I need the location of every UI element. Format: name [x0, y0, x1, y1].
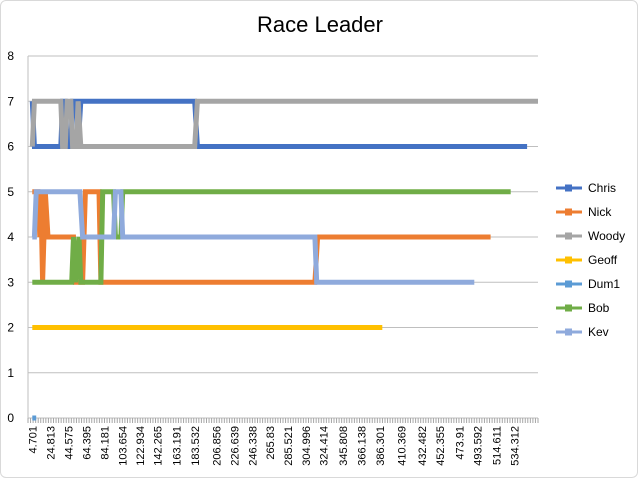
- x-tick-label: 534.312: [510, 426, 522, 466]
- legend-marker-dum1: [565, 280, 572, 288]
- x-tick-label: 304.996: [301, 426, 313, 466]
- y-axis-ticks: 0 1 2 3 4 5 6 7 8: [7, 49, 14, 425]
- x-tick-label: 452.355: [435, 426, 447, 466]
- y-tick-label: 4: [7, 230, 14, 244]
- legend-marker-chris: [565, 184, 572, 192]
- series-line-chris: [29, 98, 528, 149]
- x-tick-label: 142.265: [153, 426, 165, 466]
- y-tick-label: 7: [7, 94, 14, 108]
- legend-marker-nick: [565, 208, 572, 216]
- series-line-woody: [29, 98, 538, 149]
- legend: Chris Nick Woody Geoff Dum1 Bob Kev: [556, 181, 625, 339]
- series-line-kev: [31, 189, 475, 285]
- series-lines: [29, 98, 538, 421]
- chart-title: Race Leader: [257, 12, 383, 37]
- legend-label-woody: Woody: [588, 229, 625, 243]
- x-tick-label: 226.639: [229, 426, 241, 466]
- y-tick-label: 3: [7, 275, 14, 289]
- legend-marker-geoff: [565, 256, 572, 264]
- x-tick-label: 366.138: [356, 426, 368, 466]
- legend-label-chris: Chris: [588, 181, 616, 195]
- y-tick-label: 0: [7, 411, 14, 425]
- y-tick-label: 2: [7, 321, 14, 335]
- legend-label-kev: Kev: [588, 325, 609, 339]
- x-tick-label: 410.369: [397, 426, 409, 466]
- x-tick-label: 24.813: [46, 426, 58, 460]
- x-tick-label: 432.482: [417, 426, 429, 466]
- x-tick-label: 103.654: [117, 426, 129, 466]
- y-tick-label: 5: [7, 185, 14, 199]
- x-tick-label: 183.532: [190, 426, 202, 466]
- legend-label-dum1: Dum1: [588, 277, 620, 291]
- x-tick-label: 64.395: [82, 426, 94, 460]
- x-tick-label: 324.414: [318, 426, 330, 466]
- legend-marker-kev: [565, 328, 572, 336]
- x-tick-label: 246.338: [247, 426, 259, 466]
- y-tick-label: 1: [7, 366, 14, 380]
- legend-label-bob: Bob: [588, 301, 610, 315]
- x-tick-label: 473.91: [455, 426, 467, 460]
- legend-marker-woody: [565, 232, 572, 240]
- x-tick-label: 514.611: [492, 426, 504, 465]
- x-tick-label: 206.856: [211, 426, 223, 466]
- y-tick-label: 6: [7, 140, 14, 154]
- x-tick-label: 386.301: [375, 426, 387, 466]
- x-axis: 4.701 24.813 44.575 64.395 84.181 103.654 122.…: [27, 418, 539, 466]
- x-tick-label: 4.701: [27, 426, 39, 454]
- legend-label-geoff: Geoff: [588, 253, 618, 267]
- x-tick-label: 122.934: [135, 426, 147, 466]
- x-tick-label: 84.181: [100, 426, 112, 460]
- x-tick-label: 285.521: [283, 426, 295, 466]
- y-tick-label: 8: [7, 49, 14, 63]
- x-tick-label: 44.575: [64, 426, 76, 460]
- x-tick-label: 345.808: [338, 426, 350, 466]
- legend-marker-bob: [565, 304, 572, 312]
- legend-label-nick: Nick: [588, 205, 612, 219]
- x-tick-label: 163.191: [172, 426, 184, 466]
- x-tick-label: 265.83: [265, 426, 277, 460]
- x-tick-label: 493.592: [473, 426, 485, 466]
